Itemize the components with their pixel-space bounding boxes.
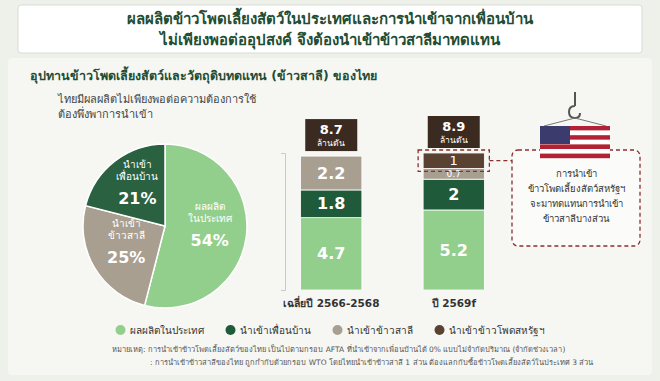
canvas: ผลผลิตข้าวโพดเลี้ยงสัตว์ในประเทศและการนำ… xyxy=(0,0,660,381)
annotation-text: การนำเข้าข้าวโพดเลี้ยงสัตว์สหรัฐฯจะมาทดแ… xyxy=(528,168,625,224)
legend-swatch xyxy=(116,325,126,335)
pie-label-line: ในประเทศ xyxy=(188,213,233,224)
total-unit: ล้านตัน xyxy=(317,138,345,148)
pie-label-line: นำเข้า xyxy=(123,159,152,170)
total-unit: ล้านตัน xyxy=(440,135,468,145)
totals: 8.7ล้านตัน8.9ล้านตัน xyxy=(305,116,480,151)
legend-label: นำเข้าข้าวโพดสหรัฐฯ xyxy=(449,324,545,337)
annotation-box xyxy=(512,150,640,246)
pie-slices xyxy=(83,144,247,308)
subtitle-line: ไทยมีผลผลิตไม่เพียงพอต่อความต้องการใช้ xyxy=(57,93,256,106)
bar-segment xyxy=(301,156,362,190)
legend-swatch xyxy=(435,325,445,335)
legend-label: ผลผลิตในประเทศ xyxy=(130,325,205,336)
annotation-line: จะมาทดแทนการนำเข้า xyxy=(530,198,623,209)
legend-label: นำเข้าเพื่อนบ้าน xyxy=(240,323,311,336)
bar-marks xyxy=(301,153,485,290)
legend: ผลผลิตในประเทศ นำเข้าเพื่อนบ้าน นำเข้าข้าว… xyxy=(116,323,545,337)
pie-value-label: 21% xyxy=(118,189,156,208)
pie-label: นำเข้าข้าวสาลี xyxy=(108,218,145,241)
pie-label: นำเข้าเพื่อนบ้าน xyxy=(116,159,158,182)
x-axis: เฉลี่ยปี 2566-2568 ปี 2569f xyxy=(283,295,476,309)
pie-label-line: ผลผลิต xyxy=(195,201,225,212)
subtitle: ไทยมีผลผลิตไม่เพียงพอต่อความต้องการใช้ต้… xyxy=(57,93,256,121)
flag-stripe xyxy=(540,144,610,149)
legend-swatch xyxy=(226,325,236,335)
total-box xyxy=(305,119,357,151)
bar-value-label: 5.2 xyxy=(440,241,468,260)
note: หมายเหตุ: การนำเข้าข้าวโพดเลี้ยงสัตว์ของ… xyxy=(112,344,565,354)
flag-icon xyxy=(540,92,610,158)
bar-segment xyxy=(423,153,484,168)
legend-item: นำเข้าเพื่อนบ้าน xyxy=(226,323,311,336)
background xyxy=(0,0,660,381)
flag-stripe xyxy=(540,149,610,154)
pie-labels: ผลผลิตในประเทศ54%นำเข้าข้าวสาลี25%นำเข้า… xyxy=(107,159,233,267)
bar-value-label: 1.8 xyxy=(317,194,345,213)
pie-chart: ไทยมีผลผลิตไม่เพียงพอต่อความต้องการใช้ต้… xyxy=(57,93,256,308)
bar-segment xyxy=(301,218,362,290)
bar-value-label: 2.2 xyxy=(317,164,345,183)
total-value: 8.9 xyxy=(442,119,465,134)
y-tick xyxy=(281,290,285,291)
bar-segment xyxy=(423,210,484,290)
bar-value-label: 4.7 xyxy=(317,244,345,263)
highlight-box xyxy=(418,150,489,171)
chart-root: ผลผลิตข้าวโพดเลี้ยงสัตว์ในประเทศและการนำ… xyxy=(0,0,660,381)
hook xyxy=(569,92,580,118)
x-tick-label: ปี 2569f xyxy=(431,297,477,309)
y-tick-mark xyxy=(281,153,285,154)
flag-canton xyxy=(540,126,570,144)
total-value: 8.7 xyxy=(320,122,343,137)
total-box xyxy=(428,116,480,148)
pie-label-line: ข้าวสาลี xyxy=(108,230,145,241)
y-axis xyxy=(281,154,286,291)
annotation-line: ข้าวสาลีบางส่วน xyxy=(543,213,610,224)
title: ผลผลิตข้าวโพดเลี้ยงสัตว์ในประเทศและการนำ… xyxy=(127,7,534,28)
pie-label-line: นำเข้า xyxy=(112,218,141,229)
bar-value-label: 1 xyxy=(450,153,458,168)
legend-label: นำเข้าข้าวสาลี xyxy=(347,325,413,336)
x-tick: ปี 2569f xyxy=(431,297,477,309)
bar-value-label: 0.7 xyxy=(446,169,461,179)
legend-swatch xyxy=(333,325,343,335)
y-axis-line xyxy=(281,154,286,291)
note: : การนำเข้าข้าวสาลีของไทย ถูกกำกับด้วยกร… xyxy=(150,357,593,367)
pie-slice xyxy=(86,144,165,226)
pie-label-line: เพื่อนบ้าน xyxy=(116,169,158,182)
hook-lines xyxy=(544,118,606,126)
connector xyxy=(489,160,512,161)
flag-stripe xyxy=(540,154,610,159)
y-tick xyxy=(281,153,285,154)
x-tick-label: เฉลี่ยปี 2566-2568 xyxy=(283,295,379,309)
panel xyxy=(8,58,652,375)
bar-segment xyxy=(301,190,362,218)
y-tick-mark xyxy=(281,290,285,291)
pie-value-label: 54% xyxy=(191,231,229,250)
pie-value-label: 25% xyxy=(107,248,145,267)
bar-chart: 4.71.82.25.220.718.7ล้านตัน8.9ล้านตันเฉล… xyxy=(281,116,484,309)
header-box xyxy=(18,5,642,53)
legend-item: นำเข้าข้าวโพดสหรัฐฯ xyxy=(435,324,545,337)
legend-item: ผลผลิตในประเทศ xyxy=(116,325,205,336)
legend-item: นำเข้าข้าวสาลี xyxy=(333,325,413,336)
annotation-line: การนำเข้า xyxy=(556,168,597,179)
subtitle-line: ต้องพึ่งพาการนำเข้า xyxy=(58,106,153,121)
section-title: อุปทานข้าวโพดเลี้ยงสัตว์และวัตถุดิบทดแทน… xyxy=(30,66,377,84)
bar-labels: 4.7 1.8 2.2 5.2 2 0.71 xyxy=(317,153,468,263)
x-tick: เฉลี่ยปี 2566-2568 xyxy=(283,295,379,309)
annotation: การนำเข้าข้าวโพดเลี้ยงสัตว์สหรัฐฯจะมาทดแ… xyxy=(418,150,640,246)
pie-label: ผลผลิตในประเทศ xyxy=(188,201,233,224)
bar-value-label: 2 xyxy=(448,185,459,204)
bar-segment xyxy=(423,179,484,210)
title: ไม่เพียงพอต่ออุปสงค์ จึงต้องนำเข้าข้าวสา… xyxy=(158,30,501,50)
annotation-line: ข้าวโพดเลี้ยงสัตว์สหรัฐฯ xyxy=(528,182,625,195)
bar-segment xyxy=(423,168,484,179)
